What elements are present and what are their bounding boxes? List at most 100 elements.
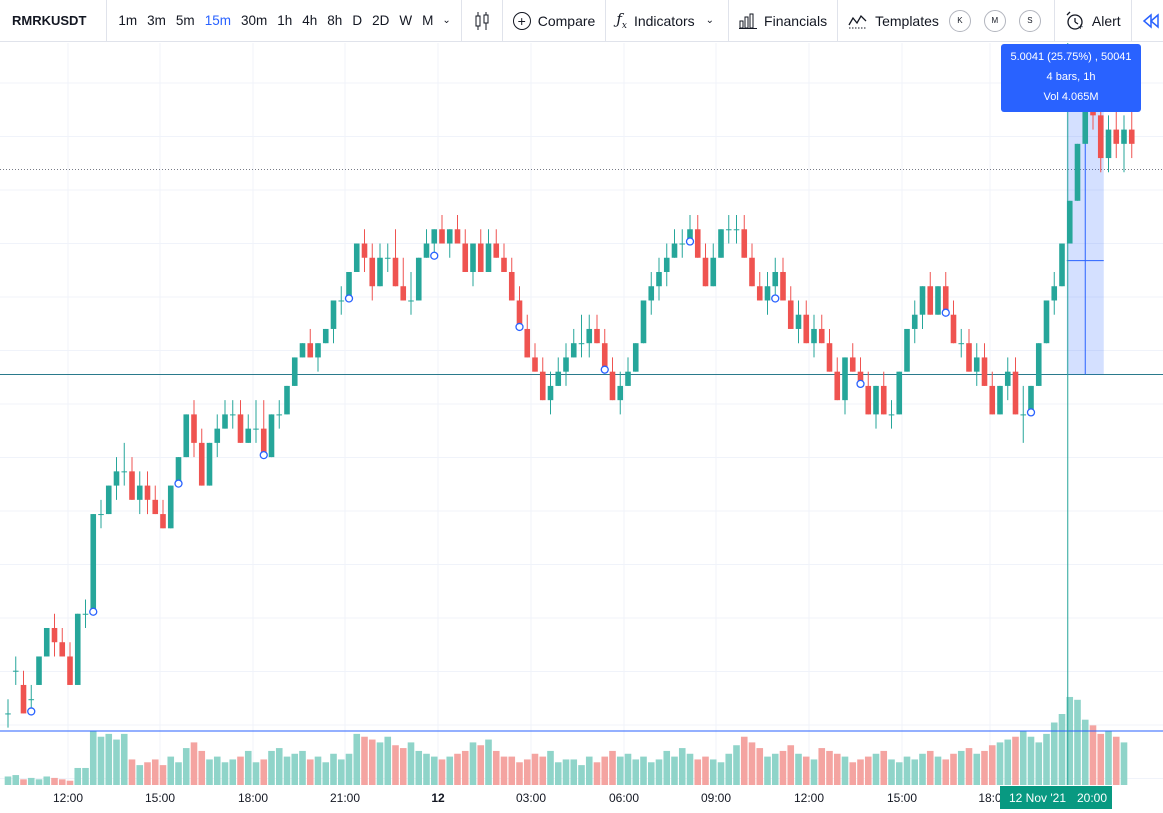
chevron-down-icon[interactable]: ⌄: [442, 15, 451, 26]
volume-bar: [872, 753, 880, 785]
candle-body: [423, 243, 430, 258]
s-button[interactable]: S: [1018, 9, 1041, 32]
tf-5m[interactable]: 5m: [175, 13, 195, 28]
volume-bar: [120, 733, 128, 785]
volume-bar: [268, 750, 275, 785]
volume-bar: [740, 736, 748, 785]
volume-bar: [128, 759, 136, 785]
volume-bar: [841, 756, 849, 785]
k-button[interactable]: K: [948, 9, 971, 32]
candle-body: [927, 286, 934, 315]
candle-body: [764, 286, 771, 301]
candle-body: [772, 271, 779, 287]
volume-bar: [1089, 725, 1097, 785]
financials-button[interactable]: Financials: [729, 0, 839, 42]
tf-2d[interactable]: 2D: [372, 13, 390, 28]
volume-bar: [144, 762, 151, 785]
candle-body: [586, 328, 593, 344]
templates-button[interactable]: Templates K M S: [838, 0, 1055, 42]
candle-body: [725, 229, 732, 231]
candle-body: [849, 357, 856, 372]
candle-body: [563, 357, 569, 372]
tf-8h[interactable]: 8h: [327, 13, 343, 28]
volume-bar: [919, 753, 926, 785]
candle-body: [415, 257, 422, 301]
candle-body: [981, 357, 988, 386]
fx-icon: ƒx: [616, 10, 627, 31]
chart-type-button[interactable]: [462, 0, 503, 42]
indicators-button[interactable]: ƒx Indicators ⌄: [606, 0, 730, 42]
candle-body: [82, 613, 89, 615]
volume-bar: [1066, 696, 1074, 785]
candle-body: [1121, 129, 1127, 144]
volume-bar: [454, 753, 461, 785]
candle-body: [330, 300, 337, 329]
volume-bar: [213, 756, 221, 785]
volume-bar: [733, 745, 740, 785]
event-marker-icon: [89, 607, 98, 616]
volume-bar: [857, 759, 864, 785]
crosshair-time: 20:00: [1077, 790, 1108, 805]
volume-bar: [756, 748, 764, 785]
candle-body: [749, 257, 755, 287]
time-tick-label: 15:00: [887, 791, 917, 805]
volume-bar: [624, 753, 632, 785]
volume-bar: [469, 742, 477, 785]
tf-30m[interactable]: 30m: [240, 13, 268, 28]
volume-bar: [570, 759, 578, 785]
candle-body: [1097, 115, 1104, 159]
candle-body: [942, 286, 949, 315]
price-chart[interactable]: 12:00 15:00 18:00 21:00 12 03:00 06:00 09:00 12:…: [0, 43, 1163, 813]
m-button[interactable]: M: [983, 9, 1006, 32]
volume-bar: [795, 753, 802, 785]
candlestick-series: [5, 58, 1135, 728]
candle-body: [966, 343, 972, 372]
volume-bar: [229, 759, 237, 785]
volume-bar: [66, 780, 74, 785]
candle-body: [904, 328, 910, 372]
candle-body: [392, 257, 399, 287]
volume-bar: [880, 750, 888, 785]
volume-bar: [996, 742, 1004, 785]
symbol-search[interactable]: RMRKUSDT: [0, 0, 108, 42]
candle-body: [733, 229, 740, 231]
event-marker-icon: [174, 479, 183, 488]
candle-body: [834, 371, 841, 401]
candle-body: [578, 343, 585, 345]
candle-body: [617, 385, 624, 401]
tf-15m[interactable]: 15m: [204, 13, 231, 28]
volume-bar: [826, 750, 833, 785]
tf-m[interactable]: M: [422, 13, 434, 28]
volume-bar: [492, 750, 500, 785]
tf-3m[interactable]: 3m: [147, 13, 166, 28]
tf-d[interactable]: D: [352, 13, 363, 28]
candle-body: [811, 328, 817, 344]
rewind-icon: [1142, 12, 1159, 29]
volume-bar: [345, 753, 353, 785]
volume-bar: [1112, 736, 1120, 785]
compare-button[interactable]: + Compare: [503, 0, 607, 42]
tf-w[interactable]: W: [399, 13, 413, 28]
volume-bar: [198, 750, 206, 785]
event-marker-icon: [259, 450, 268, 460]
alert-button[interactable]: + Alert: [1055, 0, 1132, 42]
volume-bar: [686, 753, 694, 785]
candle-body: [206, 442, 213, 486]
tf-1h[interactable]: 1h: [277, 13, 293, 28]
candle-body: [152, 499, 159, 515]
candle-body: [183, 414, 190, 458]
tf-4h[interactable]: 4h: [302, 13, 318, 28]
volume-bar: [601, 756, 609, 785]
volume-bar: [911, 759, 919, 785]
candle-body: [973, 357, 980, 372]
candle-body: [1012, 371, 1019, 415]
chevron-down-icon[interactable]: ⌄: [705, 15, 715, 26]
volume-bar: [1105, 731, 1112, 785]
time-tick-label: 03:00: [516, 791, 546, 805]
volume-bar: [299, 750, 306, 785]
tf-1m[interactable]: 1m: [118, 13, 138, 28]
replay-button[interactable]: [1132, 0, 1163, 42]
volume-bar: [516, 762, 523, 785]
candle-body: [718, 229, 724, 258]
candle-body: [5, 713, 11, 715]
